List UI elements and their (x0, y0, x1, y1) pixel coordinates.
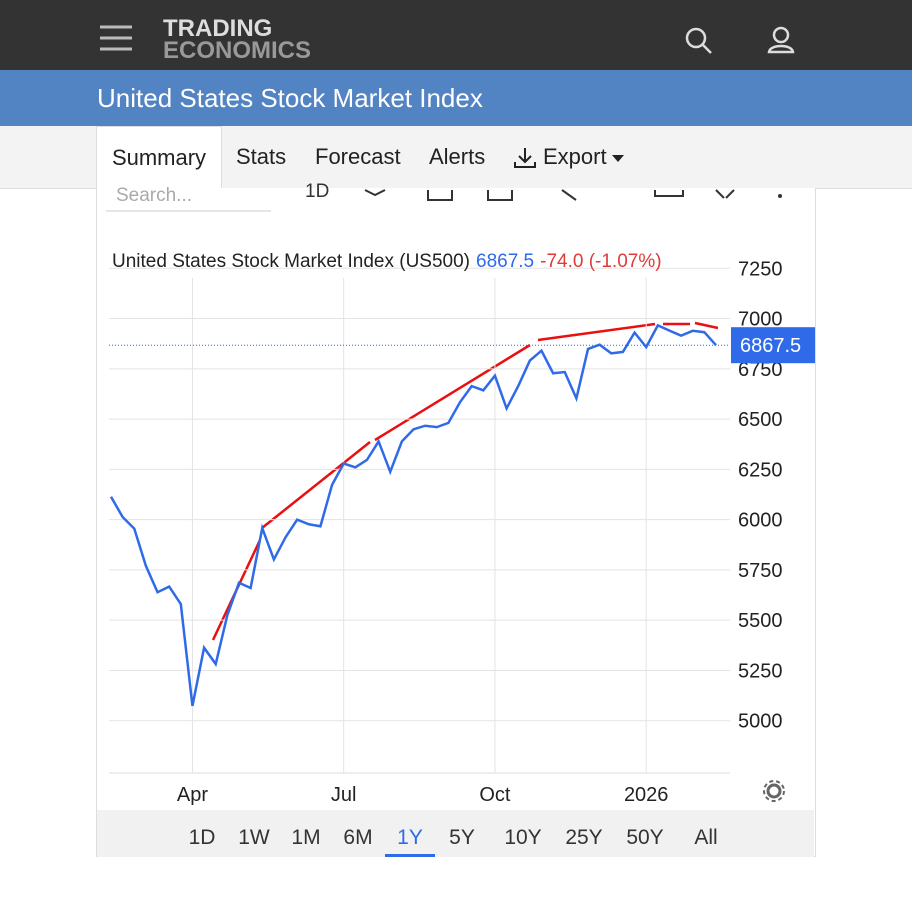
x-tick-label: Jul (331, 784, 357, 806)
download-icon (514, 148, 536, 168)
x-tick-label: 2026 (624, 784, 669, 806)
chart-panel (96, 188, 816, 857)
tab[interactable]: Stats (236, 144, 287, 169)
range-button[interactable]: 1D (188, 826, 216, 849)
y-tick-label: 5500 (738, 610, 783, 632)
range-button[interactable]: 50Y (626, 826, 664, 849)
range-button[interactable]: 25Y (565, 826, 603, 849)
page-title: United States Stock Market Index (97, 83, 483, 113)
brand-line: TRADING (163, 15, 273, 42)
more-icon[interactable] (778, 194, 782, 198)
line (109, 323, 717, 707)
tab[interactable]: Alerts (429, 144, 486, 169)
range-button[interactable]: 6M (343, 826, 373, 849)
chart-header: United States Stock Market Index (US500)… (112, 251, 662, 272)
range-button[interactable]: 1Y (385, 810, 435, 857)
range-bar: 1D 1W 1M 6M 1Y 5Y 10Y 25Y 50Y All (97, 810, 814, 857)
range-button[interactable]: 1W (238, 826, 270, 849)
top-bar: TRADING ECONOMICS (0, 0, 912, 70)
header-part: 6867.5 (476, 251, 534, 272)
header-part: -74.0 (-1.07%) (540, 251, 661, 272)
search-icon[interactable] (684, 26, 714, 56)
y-tick-label: 6500 (738, 409, 783, 431)
last-value-tag (731, 327, 815, 364)
search-input[interactable]: Search... (116, 185, 192, 206)
x-tick-label: Apr (177, 784, 208, 806)
header-part: United States Stock Market Index (US500) (112, 251, 470, 272)
tab[interactable]: Forecast (315, 144, 401, 169)
brand[interactable]: TRADING ECONOMICS (163, 15, 312, 64)
tab-strip: Summary Stats Forecast Alerts Export (0, 126, 912, 190)
brand-line: ECONOMICS (163, 37, 312, 64)
range-button[interactable]: All (694, 826, 718, 849)
last-value-label: 6867.5 (740, 335, 801, 357)
y-tick-label: 5750 (738, 560, 783, 582)
tab[interactable]: Summary (96, 126, 222, 190)
y-tick-label: 6750 (738, 359, 783, 381)
y-tick-label: 6250 (738, 459, 783, 481)
x-tick-label: Oct (479, 784, 511, 806)
y-tick-label: 7250 (738, 258, 783, 280)
interval-button[interactable]: 1D (305, 181, 329, 202)
user-icon[interactable] (766, 26, 796, 56)
y-tick-label: 5250 (738, 660, 783, 682)
y-tick-label: 6000 (738, 510, 783, 532)
toolbar-icons (364, 189, 735, 201)
range-button[interactable]: 5Y (449, 826, 475, 849)
caret (612, 155, 624, 162)
tab[interactable]: Export (543, 144, 607, 169)
settings-icon[interactable] (763, 780, 785, 802)
range-button[interactable]: 1M (291, 826, 321, 849)
y-tick-label: 7000 (738, 309, 783, 331)
menu-icon[interactable] (98, 24, 134, 52)
range-button[interactable]: 10Y (504, 826, 542, 849)
title-bar: United States Stock Market Index (0, 70, 912, 126)
trend-lines (211, 321, 719, 641)
y-tick-label: 5000 (738, 711, 783, 733)
